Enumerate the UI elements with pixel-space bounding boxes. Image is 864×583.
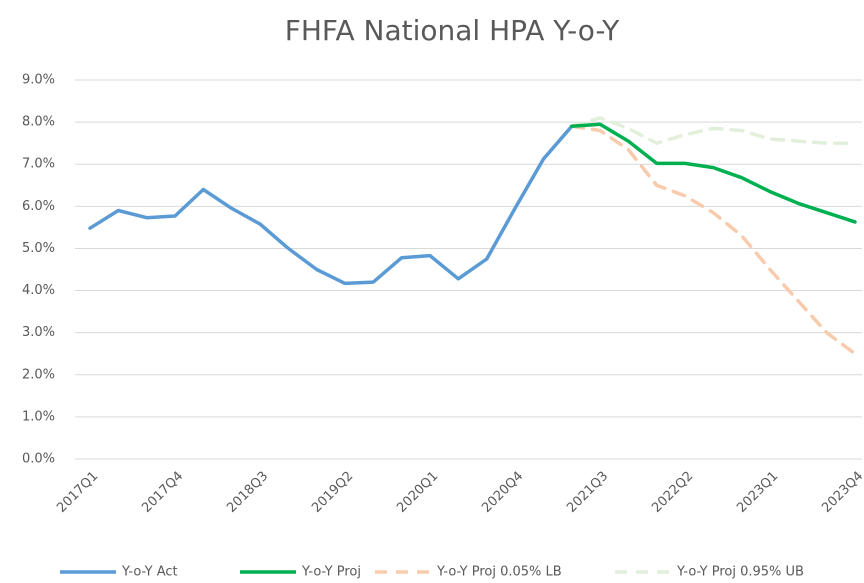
legend-label: Y-o-Y Proj 0.95% UB xyxy=(676,565,804,580)
y-tick-label: 2.0% xyxy=(22,367,55,382)
y-tick-label: 5.0% xyxy=(22,241,55,256)
legend-label: Y-o-Y Proj xyxy=(301,565,361,580)
series-line xyxy=(569,124,857,356)
y-tick-label: 0.0% xyxy=(22,452,55,467)
series-line xyxy=(88,124,574,286)
y-tick-label: 6.0% xyxy=(22,199,55,214)
y-tick-label: 3.0% xyxy=(22,325,55,340)
legend-label: Y-o-Y Proj 0.05% LB xyxy=(436,565,562,580)
y-tick-label: 9.0% xyxy=(22,73,55,88)
y-tick-label: 1.0% xyxy=(22,409,55,424)
y-tick-label: 8.0% xyxy=(22,115,55,130)
chart-title: FHFA National HPA Y-o-Y xyxy=(285,14,620,47)
y-tick-label: 7.0% xyxy=(22,157,55,172)
y-tick-label: 4.0% xyxy=(22,283,55,298)
series-line xyxy=(569,116,857,145)
legend-label: Y-o-Y Act xyxy=(121,565,178,580)
series-line xyxy=(569,122,857,224)
